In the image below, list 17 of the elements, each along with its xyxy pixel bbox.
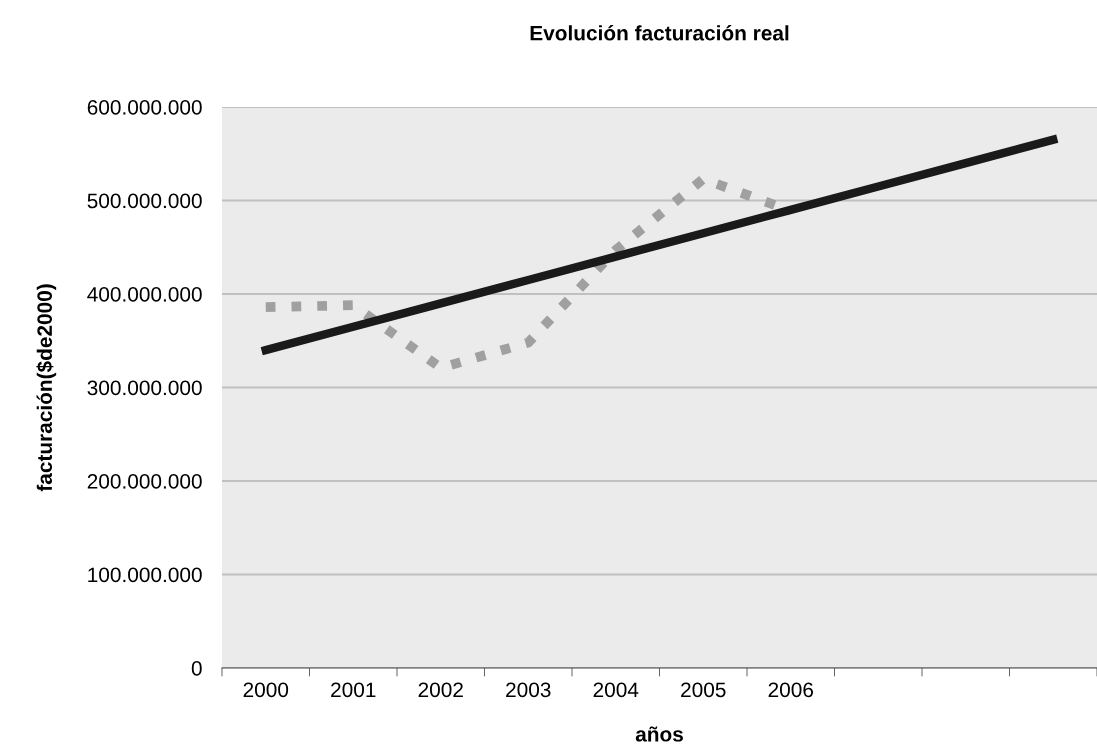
y-tick-label: 100.000.000 (88, 567, 202, 583)
chart-title: Evolución facturación real (530, 25, 789, 41)
x-tick-label: 2004 (593, 682, 639, 698)
y-tick-label: 500.000.000 (87, 193, 202, 209)
x-tick-label: 2002 (418, 682, 463, 698)
y-tick-label: 400.000.000 (87, 287, 202, 302)
x-tick-label: 2006 (768, 682, 814, 698)
y-tick-label: 600.000.000 (87, 100, 202, 115)
y-tick-label: 200.000.000 (87, 474, 202, 489)
x-tick-label: 2001 (331, 682, 376, 698)
x-axis-title: años (635, 726, 683, 742)
x-tick-label: 2003 (506, 682, 551, 698)
y-tick-label: 300.000.000 (87, 380, 202, 396)
x-tick-label: 2000 (243, 682, 289, 698)
x-tick-label: 2005 (681, 682, 726, 698)
y-tick-label: 0 (191, 661, 202, 676)
y-axis-title: facturación($de2000) (36, 284, 57, 492)
